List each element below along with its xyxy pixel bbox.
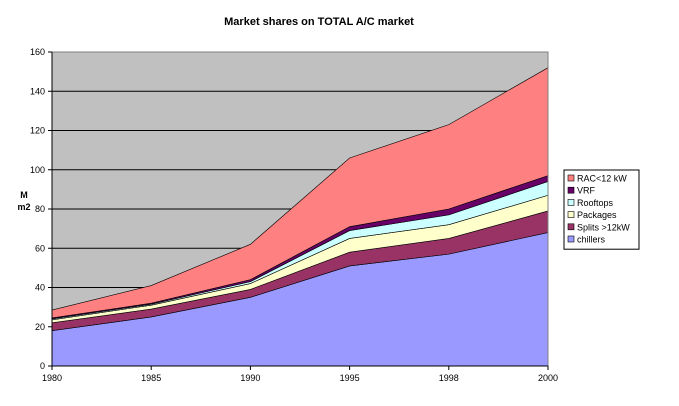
y-tick-label: 0 — [40, 361, 45, 371]
x-tick-label: 1985 — [141, 373, 161, 383]
y-tick-label: 140 — [30, 86, 45, 96]
legend-label: chillers — [577, 235, 606, 245]
y-tick-label: 60 — [35, 243, 45, 253]
legend-label: RAC<12 kW — [577, 174, 627, 184]
y-tick-label: 120 — [30, 126, 45, 136]
x-tick-label: 2000 — [538, 373, 558, 383]
legend: RAC<12 kW VRF Rooftops Packages Splits >12kW… — [563, 169, 640, 250]
legend-label: Packages — [577, 210, 617, 220]
x-tick-label: 1995 — [340, 373, 360, 383]
area-series — [51, 67, 549, 367]
y-tick-label: 100 — [30, 165, 45, 175]
x-tick-label: 1980 — [42, 373, 62, 383]
legend-swatch — [567, 199, 575, 206]
y-tick-label: 20 — [35, 322, 45, 332]
y-tick-label: 160 — [30, 47, 45, 57]
x-tick-label: 1998 — [439, 373, 459, 383]
legend-swatch — [567, 223, 575, 231]
legend-swatch — [567, 211, 575, 218]
legend-label: VRF — [577, 186, 596, 196]
x-tick-label: 1990 — [240, 373, 260, 383]
y-axis-label-line1: M — [20, 190, 28, 200]
y-tick-label: 80 — [35, 204, 45, 214]
legend-swatch — [567, 186, 575, 194]
legend-box — [563, 169, 640, 250]
axes: 0 20 40 60 80 100 120 140 160 1980 1985 1990 1995 199… — [30, 47, 558, 383]
legend-label: Rooftops — [577, 198, 614, 208]
y-axis-label-line2: m2 — [17, 202, 30, 212]
chart-title: Market shares on TOTAL A/C market — [224, 16, 414, 28]
legend-label: Splits >12kW — [577, 222, 630, 232]
legend-swatch — [567, 174, 575, 182]
legend-swatch — [567, 235, 575, 243]
y-tick-label: 40 — [35, 283, 45, 293]
